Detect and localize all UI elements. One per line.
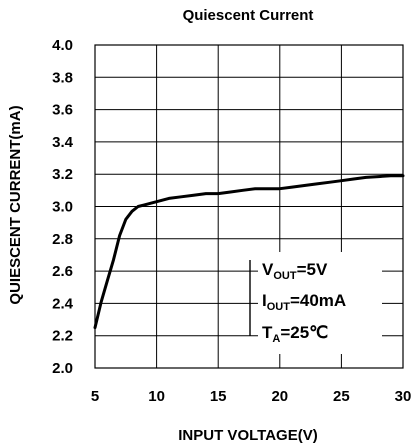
condition-annotations: VOUT=5V IOUT=40mA TA=25℃ [249,252,382,354]
y-tick-label: 3.6 [52,102,73,119]
x-tick-label: 20 [271,388,288,405]
annotation-iout: IOUT=40mA [262,291,346,313]
x-tick-label: 15 [210,388,227,405]
y-tick-label: 2.6 [52,263,73,280]
plot-area-frame [94,44,404,369]
x-tick-label: 5 [91,388,99,405]
annotation-ta: TA=25℃ [262,323,328,345]
annotation-vout-subscript: OUT [273,270,297,282]
annotation-ta-symbol: T [262,323,273,342]
x-axis-label: INPUT VOLTAGE(V) [178,427,317,444]
annotation-vout: VOUT=5V [262,260,328,282]
annotation-text-background [258,252,382,354]
annotation-iout-symbol: I [262,291,267,310]
annotation-iout-value: =40mA [290,291,346,310]
y-tick-label: 3.0 [52,199,73,216]
x-tick-label: 30 [395,388,412,405]
y-tick-label: 4.0 [52,37,73,54]
series-line-1 [93,174,405,330]
chart-title: Quiescent Current [183,7,314,24]
y-tick-label: 3.2 [52,166,73,183]
annotation-iout-subscript: OUT [267,301,291,313]
y-axis-label: QUIESCENT CURRENT(mA) [7,105,24,304]
y-tick-label: 2.4 [52,295,74,312]
axis-tick-labels: 5 10 15 20 25 30 2.0 2.2 2.4 2.6 2.8 3.0 3.2 3.4 3.6 3.… [52,37,411,405]
y-tick-label: 3.8 [52,69,73,86]
y-tick-label: 2.0 [52,360,73,377]
y-tick-label: 2.2 [52,328,73,345]
y-tick-label: 3.4 [52,134,74,151]
annotation-vout-symbol: V [262,260,274,279]
annotation-ta-value: =25℃ [280,323,328,342]
annotation-ta-subscript: A [272,333,280,345]
y-tick-label: 2.8 [52,231,73,248]
data-series [93,174,405,330]
x-tick-label: 10 [148,388,165,405]
x-tick-label: 25 [333,388,350,405]
annotation-vout-value: =5V [297,260,328,279]
